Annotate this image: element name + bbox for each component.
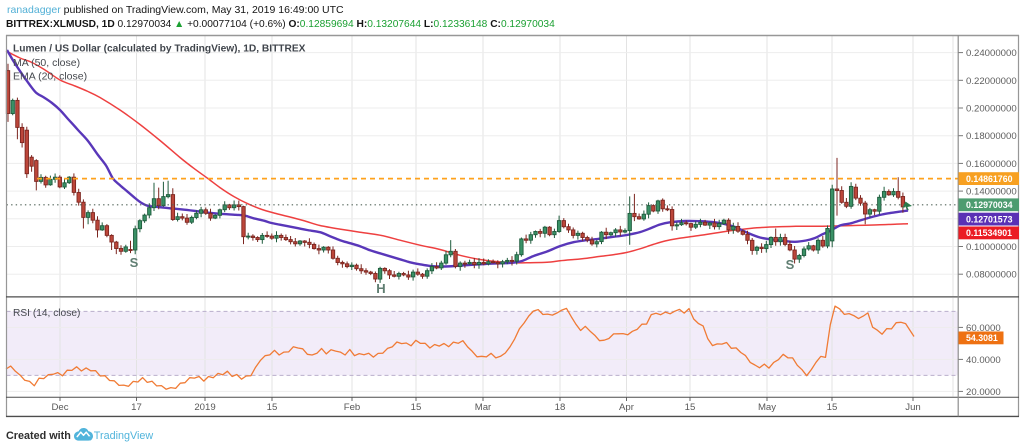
svg-text:S: S: [786, 257, 795, 272]
svg-text:15: 15: [267, 402, 278, 413]
svg-text:EMA (20, close): EMA (20, close): [13, 71, 87, 83]
svg-text:0.22000000: 0.22000000: [966, 76, 1017, 87]
svg-text:0.08000000: 0.08000000: [966, 270, 1017, 281]
svg-text:S: S: [130, 255, 139, 270]
svg-text:Jun: Jun: [905, 402, 920, 413]
svg-text:20.0000: 20.0000: [966, 387, 1001, 398]
svg-text:May: May: [758, 402, 776, 413]
svg-text:17: 17: [131, 402, 142, 413]
svg-text:H: H: [376, 281, 385, 296]
svg-text:0.20000000: 0.20000000: [966, 104, 1017, 115]
svg-text:15: 15: [685, 402, 696, 413]
svg-text:0.12970034: 0.12970034: [966, 200, 1013, 210]
svg-text:RSI (14, close): RSI (14, close): [13, 308, 80, 319]
svg-text:0.16000000: 0.16000000: [966, 159, 1017, 170]
svg-text:0.12701573: 0.12701573: [966, 214, 1013, 224]
svg-text:2019: 2019: [194, 402, 215, 413]
svg-text:0.11534901: 0.11534901: [966, 228, 1012, 238]
svg-text:0.10000000: 0.10000000: [966, 242, 1017, 253]
svg-text:40.0000: 40.0000: [966, 355, 1001, 366]
svg-text:MA (50, close): MA (50, close): [13, 57, 80, 69]
svg-text:0.18000000: 0.18000000: [966, 131, 1017, 142]
svg-text:54.3081: 54.3081: [966, 333, 998, 343]
svg-text:15: 15: [411, 402, 422, 413]
svg-text:Mar: Mar: [475, 402, 492, 413]
svg-text:15: 15: [827, 402, 838, 413]
svg-text:0.14000000: 0.14000000: [966, 187, 1017, 198]
svg-text:Apr: Apr: [619, 402, 635, 413]
svg-text:18: 18: [555, 402, 566, 413]
svg-text:0.24000000: 0.24000000: [966, 48, 1017, 59]
svg-text:Dec: Dec: [51, 402, 68, 413]
svg-text:Feb: Feb: [344, 402, 361, 413]
svg-text:0.14861760: 0.14861760: [966, 174, 1013, 184]
svg-text:60.0000: 60.0000: [966, 323, 1001, 334]
svg-text:Lumen / US Dollar (calculated: Lumen / US Dollar (calculated by Trading…: [13, 44, 306, 55]
